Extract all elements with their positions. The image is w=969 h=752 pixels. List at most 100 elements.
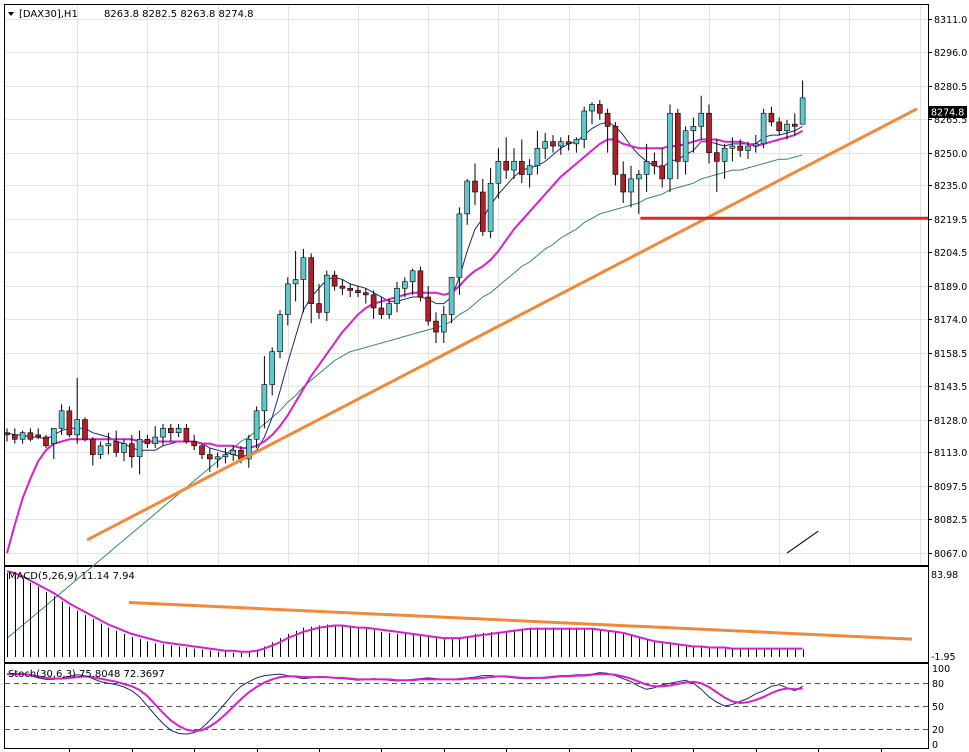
price-tick-label: 8067.0 [934,549,967,560]
candle-body-bull [464,180,471,215]
candle-body-bear [183,428,190,442]
candle-body-bear [43,436,49,447]
candle-body-bull [121,443,127,453]
macd-trendline [128,600,913,641]
candle-body-bear [199,445,205,455]
candle-body-bear [503,161,510,171]
candle-body-bear [113,441,119,453]
candle-body-bear [620,174,627,193]
candle-body-bear [550,141,556,147]
chart-overlays [86,107,928,554]
macd-panel-frame [4,566,929,663]
candle-body-bear [90,438,96,455]
price-tick-label: 8113.0 [934,448,967,459]
macd-signal-line [6,570,803,653]
candle-body-bear [66,410,73,436]
candle-body-bear [417,270,424,298]
candle-body-bear [674,112,681,162]
candle-body-bear [129,443,135,458]
candle-body-bull [160,428,166,438]
candle-body-bull [292,279,299,285]
candle-body-bull [745,145,751,151]
candle-body-bull [589,104,595,112]
candle-body-bear [425,296,432,322]
candle-body-bull [230,449,236,455]
candle-body-bear [316,303,322,313]
candle-body-bull [526,165,533,175]
price-grid [5,5,928,565]
stoch-level-label: 80 [932,679,944,690]
price-tick-label: 8280.5 [934,82,967,93]
candle-body-bull [105,443,112,447]
price-tick-label: 8189.0 [934,282,967,293]
stoch-level-label: 0 [932,740,938,751]
candlesticks [4,80,806,475]
candle-body-bear [191,441,197,447]
candle-body-bear [362,292,369,296]
candle-body-bear [355,290,361,293]
candle-body-bear [308,257,315,304]
candle-body-bull [628,178,634,193]
candle-body-bear [472,180,478,193]
price-axis: 8067.0 8082.5 8097.5 8113.0 8128.0 8143.5 8158… [928,15,967,560]
candle-body-bull [253,410,260,440]
price-tick-label: 8097.5 [934,482,967,493]
candle-body-bull [760,112,767,145]
candle-body-bull [58,410,65,429]
candle-body-bear [768,112,775,123]
candle-body-bear [565,141,572,145]
stoch-level-label: 100 [932,664,950,675]
candle-body-bull [284,283,291,315]
candle-body-bull [729,145,736,149]
price-annotation-line [786,530,819,554]
candle-body-bear [4,432,10,436]
macd-overlays [6,570,913,653]
price-tick-label: 8296.0 [934,48,967,59]
candle-body-bull [394,287,400,304]
stochastic-lines [6,672,803,735]
price-tick-label: 8311.0 [934,15,967,26]
candle-body-bull [448,277,455,315]
macd-label: MACD(5,26,9) 11.14 7.94 [8,571,135,582]
candle-body-bull [300,257,307,280]
candle-body-bear [604,112,611,127]
candle-body-bull [440,314,447,333]
candle-body-bear [339,285,346,289]
candle-body-bull [261,384,268,412]
candle-body-bear [35,434,42,438]
candle-body-bull [323,274,330,313]
candle-body-bull [409,270,416,283]
candle-body-bear [713,152,720,162]
stoch-level-label: 50 [932,702,944,713]
candle-body-bull [799,97,806,125]
candle-body-bear [596,104,603,114]
candle-body-bull [386,303,393,315]
price-tick-label: 8250.0 [934,149,967,160]
candle-body-bull [667,112,673,180]
candle-body-bear [331,274,338,287]
stoch-level-label: 20 [932,725,944,736]
price-tick-label: 8265.5 [934,115,967,126]
candle-body-bear [347,287,354,291]
price-tick-label: 8174.0 [934,315,967,326]
current-price-tag [929,106,967,118]
candle-body-bull [542,141,549,149]
candle-body-bear [651,161,658,167]
candle-body-bear [12,434,18,440]
candle-body-bull [784,123,790,132]
candle-body-bull [175,428,182,434]
price-tick-label: 8082.5 [934,515,967,526]
candle-body-bull [74,419,80,436]
collapse-triangle-icon[interactable] [8,12,14,16]
price-tick-label: 8158.5 [934,349,967,360]
candle-body-bull [534,147,541,167]
candle-body-bull [97,445,104,455]
candle-body-bear [82,419,88,440]
stoch-levels: 100 80 50 20 0 [5,664,950,752]
candle-body-bear [144,438,151,444]
candle-body-bull [643,161,650,175]
candle-body-bull [682,130,689,162]
candle-body-bull [557,141,564,147]
price-tick-label: 8204.5 [934,248,967,259]
candle-body-bull [573,139,580,145]
